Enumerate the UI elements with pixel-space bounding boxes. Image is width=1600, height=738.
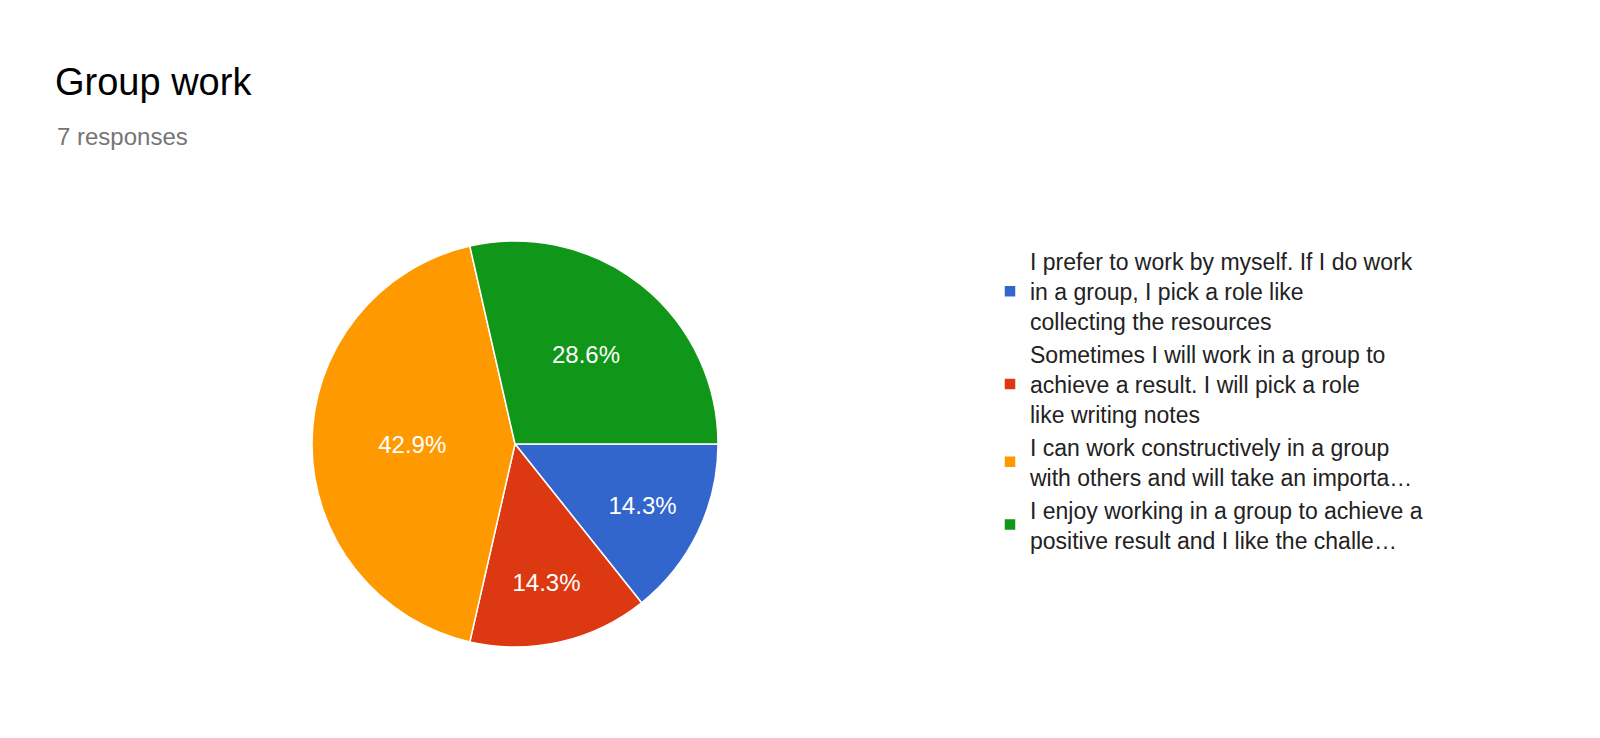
svg-text:28.6%: 28.6%: [552, 341, 620, 368]
svg-text:I can work constructively in a: I can work constructively in a groupwith…: [1029, 435, 1412, 491]
svg-text:14.3%: 14.3%: [609, 492, 677, 519]
svg-text:Group work: Group work: [55, 61, 252, 103]
svg-text:Sometimes I will work in a gro: Sometimes I will work in a group toachie…: [1030, 342, 1385, 428]
svg-text:42.9%: 42.9%: [378, 431, 446, 458]
svg-text:I prefer to work by myself. If: I prefer to work by myself. If I do work…: [1030, 249, 1413, 335]
svg-text:14.3%: 14.3%: [512, 569, 580, 596]
svg-text:7 responses: 7 responses: [57, 123, 188, 150]
svg-text:I enjoy working in a group to: I enjoy working in a group to achieve ap…: [1030, 498, 1423, 554]
